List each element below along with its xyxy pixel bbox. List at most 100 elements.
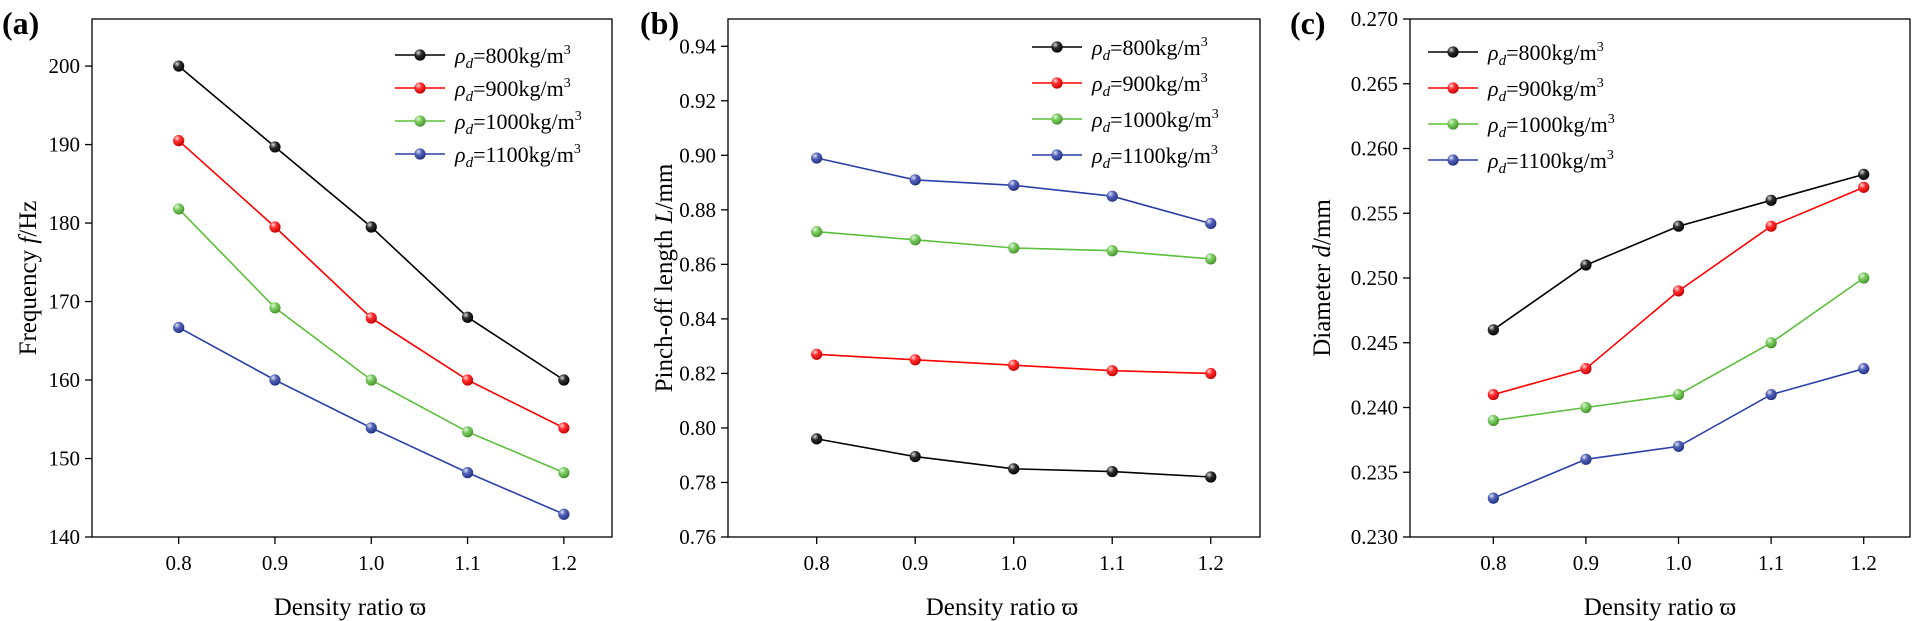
y-tick-label-c: 0.270 bbox=[1351, 7, 1398, 31]
data-point-c-3 bbox=[1580, 401, 1592, 414]
y-tick-label-a: 140 bbox=[49, 525, 81, 549]
panel-label-c: (c) bbox=[1290, 5, 1326, 41]
data-point-b-3 bbox=[1008, 242, 1020, 254]
legend-label-c: ρd=1000kg/m3 bbox=[1487, 112, 1615, 141]
data-point-c-4 bbox=[1580, 453, 1592, 465]
plot-frame-c bbox=[1409, 18, 1911, 538]
data-point-c-1 bbox=[1487, 324, 1499, 336]
data-point-b-1 bbox=[1205, 471, 1217, 483]
chart-panel-c: (c) Density ratio ϖ Diameter d/mm 0.8 0.9… bbox=[1290, 5, 1911, 621]
data-point-b-2 bbox=[811, 348, 823, 360]
data-point-c-3 bbox=[1672, 388, 1685, 401]
y-tick-label-b: 0.94 bbox=[679, 34, 716, 58]
panel-label-a: (a) bbox=[2, 5, 39, 41]
plot-frame-a bbox=[91, 18, 613, 538]
y-tick-label-b: 0.90 bbox=[679, 143, 716, 167]
data-point-b-2 bbox=[1205, 367, 1217, 380]
y-tick-label-a: 150 bbox=[49, 447, 81, 471]
data-point-b-3 bbox=[1205, 253, 1217, 265]
x-tick-label-a: 1.2 bbox=[551, 551, 577, 575]
legend-entry-b-1: ρd=800kg/m3 bbox=[1032, 35, 1208, 64]
data-point-c-2 bbox=[1672, 285, 1685, 297]
legend-entry-b-2: ρd=900kg/m3 bbox=[1032, 71, 1208, 100]
data-point-a-4 bbox=[269, 374, 281, 386]
y-tick-label-c: 0.240 bbox=[1351, 396, 1398, 420]
data-point-a-2 bbox=[558, 422, 570, 434]
chart-panel-a: (a) Density ratio ϖ Frequency f/Hz 0.8 0.… bbox=[2, 5, 613, 621]
series-line-c-4 bbox=[1492, 367, 1864, 499]
data-point-c-3 bbox=[1858, 272, 1870, 284]
data-point-c-4 bbox=[1487, 492, 1499, 504]
y-axis-label-b: Pinch-off length L/mm bbox=[651, 163, 678, 392]
y-tick-label-b: 0.86 bbox=[679, 252, 716, 276]
data-point-b-2 bbox=[909, 354, 921, 366]
legend-label-c: ρd=900kg/m3 bbox=[1487, 76, 1604, 105]
data-point-c-4 bbox=[1672, 440, 1685, 452]
data-point-b-4 bbox=[1205, 217, 1217, 230]
legend-entry-a-2: ρd=900kg/m3 bbox=[395, 76, 571, 105]
x-tick-label-b: 1.0 bbox=[1001, 551, 1027, 575]
legend-entry-a-3: ρd=1000kg/m3 bbox=[395, 109, 582, 138]
data-point-a-3 bbox=[558, 467, 570, 479]
data-point-b-4 bbox=[1106, 190, 1118, 202]
data-point-b-3 bbox=[909, 234, 921, 246]
data-point-b-4 bbox=[811, 152, 823, 164]
data-point-b-3 bbox=[811, 226, 823, 238]
data-point-a-4 bbox=[461, 467, 474, 479]
svg-text:Pinch-off length L/mm: Pinch-off length L/mm bbox=[651, 163, 678, 392]
data-point-a-1 bbox=[558, 374, 570, 386]
legend-label-a: ρd=800kg/m3 bbox=[454, 43, 571, 72]
x-axis-label-a: Density ratio ϖ bbox=[274, 594, 427, 621]
x-axis-label-b: Density ratio ϖ bbox=[926, 594, 1079, 621]
legend-label-a: ρd=900kg/m3 bbox=[454, 76, 571, 105]
data-point-c-1 bbox=[1858, 168, 1870, 180]
legend-label-b: ρd=800kg/m3 bbox=[1091, 35, 1208, 64]
series-line-c-1 bbox=[1492, 173, 1864, 331]
data-point-a-4 bbox=[558, 508, 570, 520]
y-tick-label-a: 200 bbox=[49, 54, 81, 78]
y-tick-label-a: 170 bbox=[49, 290, 81, 314]
data-point-c-1 bbox=[1580, 259, 1592, 271]
legend-entry-c-2: ρd=900kg/m3 bbox=[1428, 76, 1604, 105]
x-tick-label-b: 0.9 bbox=[902, 551, 928, 575]
svg-text:Frequency f/Hz: Frequency f/Hz bbox=[15, 201, 42, 356]
panel-label-b: (b) bbox=[640, 5, 679, 41]
data-point-c-4 bbox=[1858, 363, 1870, 375]
series-line-a-4 bbox=[178, 326, 565, 515]
legend-label-c: ρd=1100kg/m3 bbox=[1487, 148, 1614, 177]
x-tick-label-c: 1.0 bbox=[1665, 551, 1691, 575]
x-tick-label-a: 0.9 bbox=[262, 551, 288, 575]
data-point-b-1 bbox=[811, 433, 823, 445]
legend-entry-b-3: ρd=1000kg/m3 bbox=[1032, 107, 1219, 136]
data-point-c-2 bbox=[1580, 363, 1592, 375]
y-axis-label-c: Diameter d/mm bbox=[1309, 199, 1336, 357]
data-point-a-3 bbox=[269, 302, 281, 314]
legend-label-a: ρd=1000kg/m3 bbox=[454, 109, 582, 138]
plot-frame-b bbox=[727, 18, 1261, 538]
x-tick-label-a: 1.0 bbox=[358, 551, 384, 575]
y-tick-label-c: 0.260 bbox=[1351, 137, 1398, 161]
data-point-c-2 bbox=[1858, 181, 1870, 193]
y-tick-label-c: 0.250 bbox=[1351, 266, 1398, 290]
data-point-a-4 bbox=[365, 422, 377, 434]
x-tick-label-b: 1.2 bbox=[1198, 551, 1224, 575]
y-tick-label-c: 0.265 bbox=[1351, 72, 1398, 96]
data-point-c-3 bbox=[1765, 337, 1777, 349]
data-point-b-1 bbox=[1008, 463, 1020, 475]
x-axis-label-c: Density ratio ϖ bbox=[1584, 594, 1737, 621]
data-point-b-2 bbox=[1008, 359, 1020, 371]
x-tick-label-c: 0.8 bbox=[1480, 551, 1506, 575]
y-tick-label-b: 0.88 bbox=[679, 198, 716, 222]
x-tick-label-c: 1.1 bbox=[1758, 551, 1784, 575]
y-tick-label-b: 0.80 bbox=[679, 416, 716, 440]
data-point-a-1 bbox=[173, 60, 185, 72]
data-point-c-2 bbox=[1487, 388, 1499, 401]
data-point-b-4 bbox=[909, 174, 921, 186]
x-tick-label-a: 0.8 bbox=[166, 551, 192, 575]
x-tick-label-b: 0.8 bbox=[804, 551, 830, 575]
y-tick-label-b: 0.84 bbox=[679, 307, 716, 331]
x-tick-label-c: 1.2 bbox=[1851, 551, 1877, 575]
y-tick-label-c: 0.235 bbox=[1351, 460, 1398, 484]
legend-entry-c-1: ρd=800kg/m3 bbox=[1428, 40, 1604, 69]
data-point-a-1 bbox=[365, 221, 377, 233]
